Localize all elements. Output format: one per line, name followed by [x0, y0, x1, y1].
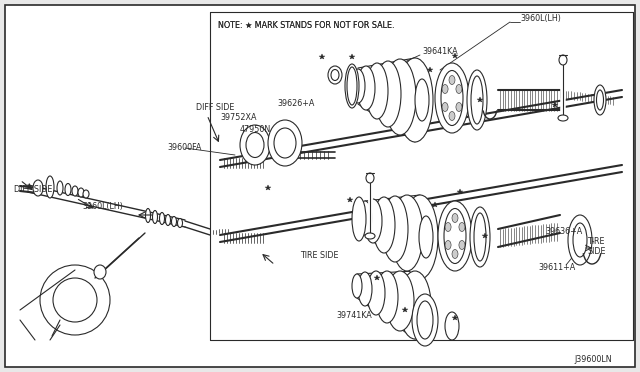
Ellipse shape — [445, 241, 451, 250]
Ellipse shape — [568, 215, 592, 265]
Ellipse shape — [352, 197, 366, 241]
Ellipse shape — [72, 186, 78, 196]
Ellipse shape — [384, 59, 416, 135]
Ellipse shape — [474, 213, 486, 261]
Ellipse shape — [417, 301, 433, 339]
Ellipse shape — [328, 66, 342, 84]
Text: 39641KA: 39641KA — [422, 48, 458, 57]
Text: SIDE: SIDE — [587, 247, 605, 257]
Ellipse shape — [352, 274, 362, 298]
Text: 39741KA: 39741KA — [336, 311, 372, 320]
Ellipse shape — [358, 201, 372, 235]
Ellipse shape — [558, 115, 568, 121]
Text: 39600FA: 39600FA — [167, 144, 202, 153]
Ellipse shape — [573, 223, 587, 257]
Ellipse shape — [459, 222, 465, 231]
Ellipse shape — [357, 66, 375, 110]
Ellipse shape — [365, 233, 375, 239]
Ellipse shape — [442, 84, 448, 93]
Ellipse shape — [452, 214, 458, 222]
Ellipse shape — [471, 76, 483, 124]
Ellipse shape — [358, 272, 372, 306]
Text: 39636+A: 39636+A — [545, 228, 582, 237]
Ellipse shape — [246, 132, 264, 157]
Ellipse shape — [274, 128, 296, 158]
Ellipse shape — [438, 201, 472, 271]
Ellipse shape — [152, 211, 157, 224]
Ellipse shape — [57, 181, 63, 195]
Ellipse shape — [470, 207, 490, 267]
Ellipse shape — [366, 63, 388, 119]
Ellipse shape — [33, 180, 43, 196]
Ellipse shape — [367, 271, 385, 315]
Ellipse shape — [594, 85, 606, 115]
Ellipse shape — [46, 176, 54, 198]
Ellipse shape — [435, 63, 469, 133]
Ellipse shape — [331, 70, 339, 80]
Ellipse shape — [172, 217, 177, 227]
Ellipse shape — [442, 103, 448, 112]
Text: 39611+A: 39611+A — [538, 263, 575, 272]
Ellipse shape — [78, 188, 84, 197]
Ellipse shape — [456, 103, 462, 112]
Ellipse shape — [445, 222, 451, 231]
Text: TIRE SIDE: TIRE SIDE — [300, 250, 339, 260]
Ellipse shape — [177, 218, 182, 228]
Ellipse shape — [444, 208, 466, 263]
Ellipse shape — [415, 79, 429, 121]
Ellipse shape — [449, 76, 455, 84]
Text: 39752XA: 39752XA — [220, 113, 257, 122]
Text: J39600LN: J39600LN — [574, 356, 612, 365]
Text: NOTE: ★ MARK STANDS FOR NOT FOR SALE.: NOTE: ★ MARK STANDS FOR NOT FOR SALE. — [218, 20, 394, 29]
Ellipse shape — [373, 197, 395, 253]
Text: TIRE: TIRE — [587, 237, 605, 247]
Ellipse shape — [397, 58, 433, 142]
Ellipse shape — [53, 278, 97, 322]
Text: NOTE: ★ MARK STANDS FOR NOT FOR SALE.: NOTE: ★ MARK STANDS FOR NOT FOR SALE. — [218, 20, 394, 29]
Text: 39626+A: 39626+A — [277, 99, 314, 108]
Ellipse shape — [412, 294, 438, 346]
Ellipse shape — [382, 196, 408, 262]
Text: DIFF SIDE: DIFF SIDE — [14, 186, 52, 195]
Ellipse shape — [452, 250, 458, 259]
Ellipse shape — [459, 241, 465, 250]
Ellipse shape — [386, 271, 414, 331]
Ellipse shape — [40, 265, 110, 335]
Ellipse shape — [376, 271, 398, 323]
Ellipse shape — [419, 216, 433, 258]
Ellipse shape — [65, 183, 71, 196]
Ellipse shape — [145, 208, 150, 222]
Ellipse shape — [441, 71, 463, 125]
Ellipse shape — [240, 125, 270, 165]
Text: DIFF SIDE: DIFF SIDE — [196, 103, 234, 112]
Ellipse shape — [596, 90, 604, 110]
Ellipse shape — [347, 67, 357, 105]
Ellipse shape — [364, 199, 382, 243]
Ellipse shape — [83, 190, 89, 198]
Ellipse shape — [456, 84, 462, 93]
Text: 3960L(LH): 3960L(LH) — [82, 202, 123, 211]
Ellipse shape — [467, 70, 487, 130]
Ellipse shape — [391, 195, 423, 271]
Ellipse shape — [345, 64, 359, 108]
Ellipse shape — [449, 112, 455, 121]
Ellipse shape — [399, 271, 431, 339]
Ellipse shape — [351, 69, 365, 103]
Ellipse shape — [166, 215, 170, 225]
Ellipse shape — [268, 120, 302, 166]
Ellipse shape — [375, 61, 401, 127]
Text: 3960L(LH): 3960L(LH) — [520, 13, 561, 22]
Ellipse shape — [559, 55, 567, 65]
Ellipse shape — [366, 173, 374, 183]
Text: 47950N: 47950N — [240, 125, 271, 135]
Ellipse shape — [159, 212, 164, 224]
Ellipse shape — [445, 312, 459, 340]
Ellipse shape — [94, 265, 106, 279]
Ellipse shape — [402, 195, 438, 279]
